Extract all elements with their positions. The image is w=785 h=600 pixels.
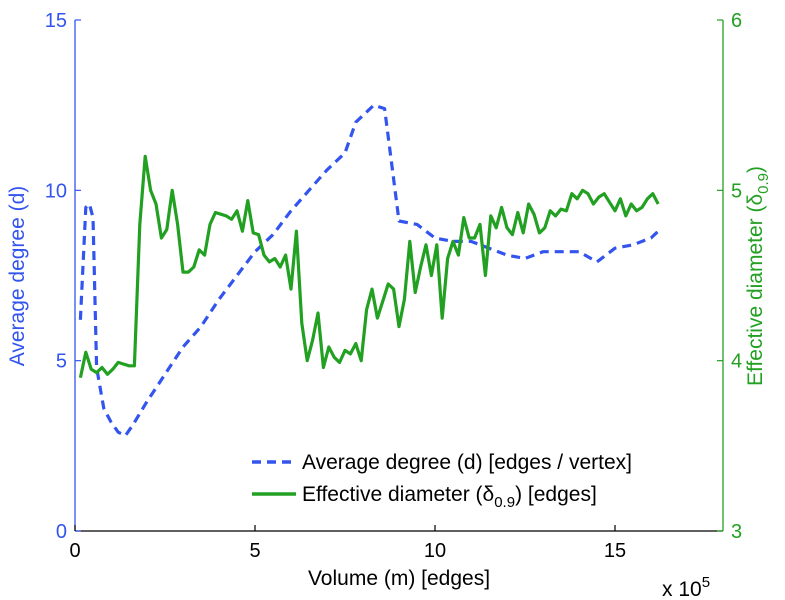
x-axis-title: Volume (m) [edges]	[308, 567, 490, 590]
right-y-tick-label: 4	[731, 351, 742, 373]
series-line-average-degree	[78, 103, 663, 438]
right-y-tick-label: 5	[731, 180, 742, 202]
legend-label-effective-diameter: Effective diameter (δ0.9) [edges]	[302, 483, 597, 511]
right-y-axis-title-sub: 0.9	[755, 173, 772, 194]
x-axis-multiplier-base: x 10	[662, 578, 702, 600]
legend-label-effective-diameter-sub: 0.9	[494, 494, 515, 511]
left-y-tick-label: 15	[45, 10, 67, 32]
legend: Average degree (d) [edges / vertex] Effe…	[252, 451, 632, 511]
right-y-axis-title-main: Effective diameter (δ	[744, 194, 767, 386]
left-y-tick-group: 0 5 10 15	[45, 10, 81, 543]
right-y-tick-label: 6	[731, 10, 742, 32]
x-tick-label: 10	[424, 540, 446, 562]
x-tick-label: 15	[604, 540, 626, 562]
series-line-effective-diameter	[78, 154, 660, 379]
right-y-tick-label: 3	[731, 521, 742, 543]
right-y-tick-group: 3 4 5 6	[717, 10, 742, 543]
x-axis-multiplier-exponent: 5	[702, 574, 710, 591]
left-y-tick-label: 5	[56, 351, 67, 373]
right-y-axis-title-end: )	[744, 166, 767, 173]
x-axis-multiplier: x 105	[662, 574, 710, 600]
left-y-axis-title: Average degree (d)	[6, 186, 29, 367]
x-tick-group: 0 5 10 15	[69, 525, 626, 562]
left-y-tick-label: 0	[56, 521, 67, 543]
legend-label-average-degree: Average degree (d) [edges / vertex]	[302, 451, 632, 474]
x-tick-label: 0	[69, 540, 80, 562]
series-layer	[78, 103, 663, 438]
legend-label-effective-diameter-main: Effective diameter (δ	[302, 483, 494, 506]
legend-label-effective-diameter-end: ) [edges]	[515, 483, 597, 506]
x-tick-label: 5	[249, 540, 260, 562]
left-y-tick-label: 10	[45, 180, 67, 202]
right-y-axis-title: Effective diameter (δ0.9)	[744, 166, 772, 386]
